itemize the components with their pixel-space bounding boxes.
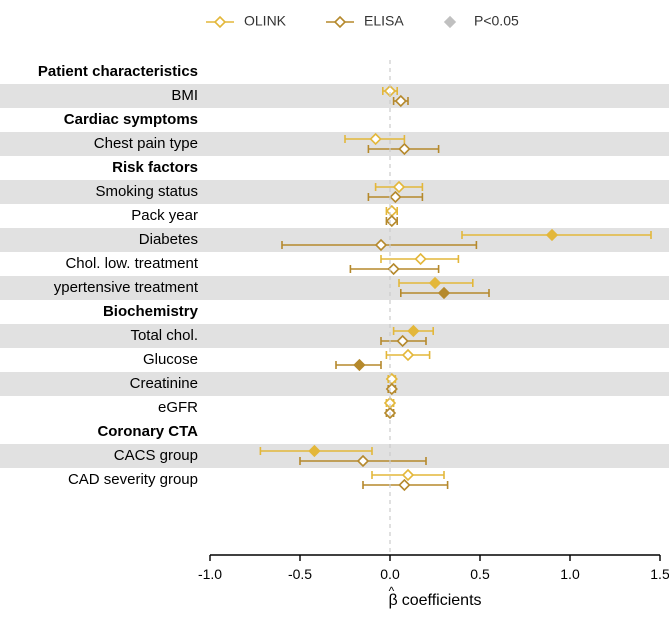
row-label: Chol. low. treatment — [65, 255, 198, 272]
x-tick-label: -1.0 — [198, 566, 222, 582]
row-label: CAD severity group — [68, 471, 198, 488]
section-header: Risk factors — [112, 159, 198, 176]
legend-label: ELISA — [364, 13, 404, 29]
row-band — [0, 372, 669, 396]
row-label: ypertensive treatment — [54, 279, 199, 296]
row-label: Smoking status — [95, 183, 198, 200]
row-label: Pack year — [131, 207, 198, 224]
row-label: Chest pain type — [94, 135, 198, 152]
section-header: Biochemistry — [103, 303, 199, 320]
legend-label: OLINK — [244, 13, 287, 29]
x-tick-label: 0.0 — [380, 566, 400, 582]
section-header: Patient characteristics — [38, 63, 198, 80]
row-label: eGFR — [158, 399, 198, 416]
row-label: Total chol. — [130, 327, 198, 344]
x-tick-label: 1.0 — [560, 566, 580, 582]
row-band — [0, 324, 669, 348]
row-band — [0, 228, 669, 252]
row-label: Glucose — [143, 351, 198, 368]
row-label: CACS group — [114, 447, 198, 464]
row-label: Diabetes — [139, 231, 198, 248]
row-band — [0, 84, 669, 108]
section-header: Cardiac symptoms — [64, 111, 198, 128]
row-label: Creatinine — [130, 375, 198, 392]
x-tick-label: 1.5 — [650, 566, 669, 582]
row-band — [0, 444, 669, 468]
x-tick-label: 0.5 — [470, 566, 490, 582]
x-tick-label: -0.5 — [288, 566, 312, 582]
legend-label: P<0.05 — [474, 13, 519, 29]
chart-svg: Patient characteristics BMI Cardiac sympto… — [0, 0, 669, 618]
row-label: BMI — [171, 87, 198, 104]
forest-plot: Patient characteristics BMI Cardiac sympto… — [0, 0, 669, 618]
section-header: Coronary CTA — [97, 423, 198, 440]
